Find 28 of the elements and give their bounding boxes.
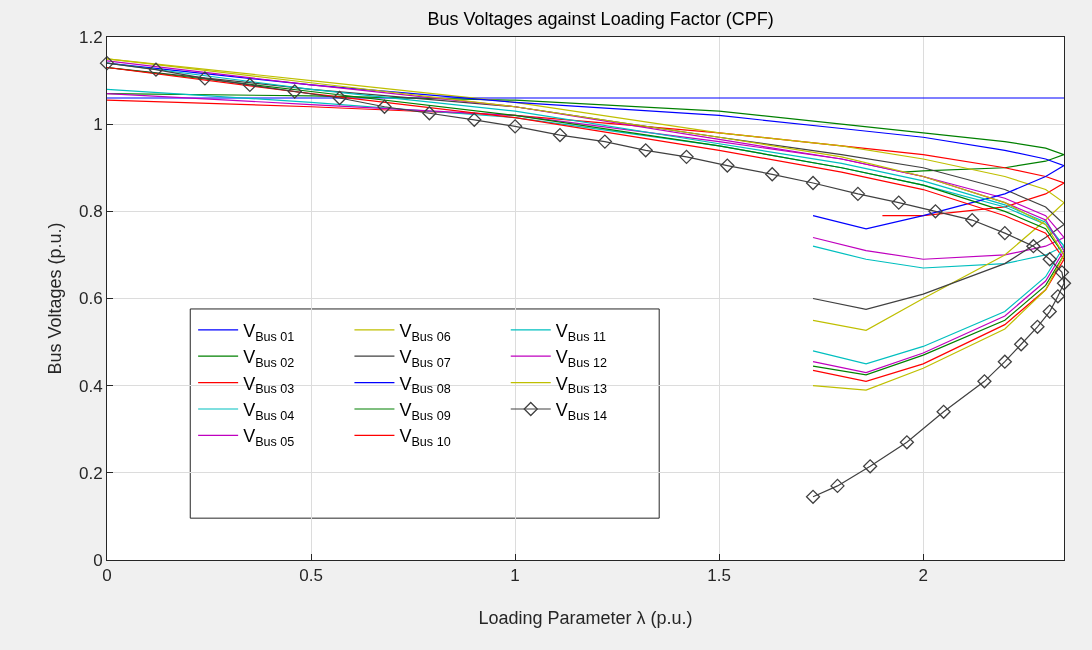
legend-label: V$_{Bus 07}$ bbox=[399, 347, 451, 370]
x-axis-title: Loading Parameter λ (p.u.) bbox=[478, 608, 693, 628]
y-tick-label: 0.6 bbox=[78, 289, 103, 309]
x-tick-label: 1.5 bbox=[707, 566, 731, 586]
x-tick-label: 0.5 bbox=[299, 566, 323, 586]
legend-label: V$_{Bus 09}$ bbox=[399, 399, 451, 423]
legend-label: V$_{Bus 12}$ bbox=[555, 347, 607, 370]
x-tick-label: 1 bbox=[510, 566, 520, 586]
legend-label: V$_{Bus 13}$ bbox=[555, 373, 607, 397]
y-tick-label: 0 bbox=[93, 550, 103, 570]
legend-label: V$_{Bus 10}$ bbox=[399, 426, 451, 450]
y-tick-label: 0.2 bbox=[78, 463, 103, 483]
chart-title: Bus Voltages against Loading Factor (CPF) bbox=[427, 8, 774, 29]
legend-label: V$_{Bus 08}$ bbox=[399, 373, 451, 397]
legend-label: V$_{Bus 03}$ bbox=[243, 373, 295, 397]
y-axis-title: Bus Voltages (p.u.) bbox=[45, 222, 65, 375]
legend-label: V$_{Bus 06}$ bbox=[399, 320, 451, 344]
legend-label: V$_{Bus 04}$ bbox=[243, 399, 295, 423]
y-tick-label: 0.8 bbox=[78, 202, 103, 222]
legend-label: V$_{Bus 11}$ bbox=[555, 320, 607, 344]
legend-label: V$_{Bus 01}$ bbox=[243, 320, 295, 344]
y-tick-label: 0.4 bbox=[78, 376, 103, 396]
x-tick-label: 2 bbox=[918, 566, 928, 586]
y-tick-label: 1.2 bbox=[78, 27, 103, 47]
legend-label: V$_{Bus 14}$ bbox=[555, 399, 607, 423]
y-tick-label: 1 bbox=[93, 115, 103, 135]
legend-label: V$_{Bus 05}$ bbox=[243, 426, 295, 450]
legend-label: V$_{Bus 02}$ bbox=[243, 347, 295, 370]
